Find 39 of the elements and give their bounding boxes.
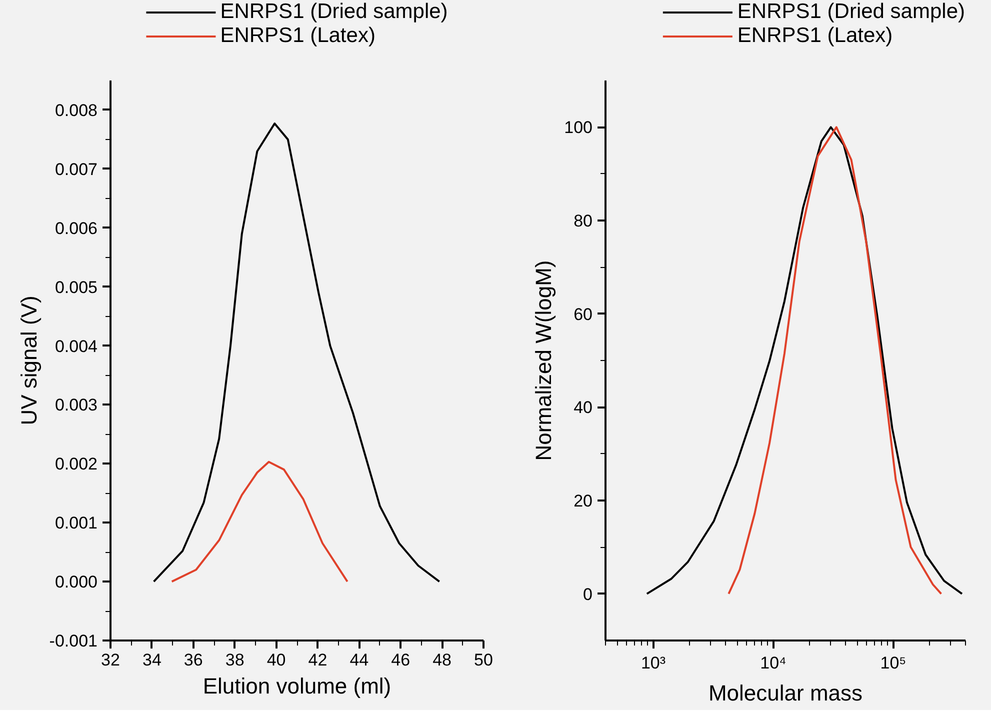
- line-series: [152, 122, 440, 583]
- y-tick-label: -0.001: [49, 632, 98, 650]
- y-tick-label: 0.003: [54, 396, 98, 415]
- y-tick-label: 0.000: [54, 572, 98, 592]
- y-tick-label: 0.002: [54, 454, 98, 474]
- y-tick-label: 0: [583, 584, 593, 604]
- y-tick-label: 0.008: [54, 100, 98, 120]
- x-tick-label: 42: [308, 650, 328, 670]
- y-tick-label: 0.004: [54, 336, 98, 356]
- x-tick-label: 50: [474, 650, 493, 670]
- y-axis-title: UV signal (V): [16, 296, 42, 426]
- x-tick-label: 40: [266, 650, 286, 670]
- y-tick-label: 0.007: [54, 160, 98, 179]
- legend-label: ENRPS1 (Latex): [737, 24, 893, 48]
- x-tick-label: 44: [350, 650, 369, 670]
- x-tick-label: 10⁴: [760, 654, 786, 672]
- y-tick-label: 0.005: [54, 278, 98, 297]
- y-tick-label: 0.001: [54, 514, 98, 533]
- x-tick-label: 10³: [640, 654, 666, 672]
- y-tick-label: 40: [574, 398, 593, 418]
- legend-label: ENRPS1 (Dried sample): [220, 0, 448, 24]
- x-axis-title: Elution volume (ml): [202, 674, 392, 698]
- x-tick-label: 38: [225, 650, 244, 670]
- y-tick-label: 60: [574, 304, 593, 324]
- y-axis-title: Normalized W(logM): [531, 260, 556, 461]
- y-tick-label: 100: [564, 118, 593, 138]
- x-tick-label: 34: [142, 650, 162, 670]
- x-tick-label: 10⁵: [880, 654, 906, 672]
- x-tick-label: 46: [391, 650, 410, 670]
- x-axis-title: Molecular mass: [708, 680, 863, 706]
- x-tick-label: 48: [432, 650, 452, 670]
- x-tick-label: 36: [184, 650, 203, 670]
- line-series: [170, 460, 348, 583]
- legend-label: ENRPS1 (Latex): [220, 24, 376, 48]
- legend-label: ENRPS1 (Dried sample): [737, 0, 965, 24]
- y-tick-label: 80: [574, 212, 593, 230]
- y-tick-label: 0.006: [54, 218, 98, 238]
- x-tick-label: 32: [101, 650, 120, 670]
- y-tick-label: 20: [574, 492, 593, 510]
